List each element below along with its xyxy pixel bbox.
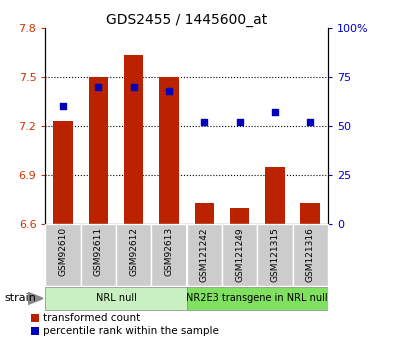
Bar bbox=[230, 208, 249, 224]
Point bbox=[166, 88, 172, 93]
Bar bbox=[81, 224, 116, 286]
Point bbox=[237, 119, 243, 125]
Bar bbox=[88, 77, 108, 224]
Bar bbox=[159, 77, 179, 224]
Polygon shape bbox=[28, 292, 43, 305]
Text: GSM92611: GSM92611 bbox=[94, 227, 103, 276]
Bar bbox=[186, 224, 222, 286]
Title: GDS2455 / 1445600_at: GDS2455 / 1445600_at bbox=[106, 12, 267, 27]
Point bbox=[60, 104, 66, 109]
Text: GSM121316: GSM121316 bbox=[306, 227, 315, 282]
Bar bbox=[195, 203, 214, 224]
Bar bbox=[222, 224, 257, 286]
Text: NR2E3 transgene in NRL null: NR2E3 transgene in NRL null bbox=[186, 294, 328, 303]
Bar bbox=[301, 203, 320, 224]
Text: NRL null: NRL null bbox=[96, 294, 136, 303]
Bar bbox=[116, 224, 151, 286]
Bar bbox=[124, 56, 143, 224]
Bar bbox=[151, 224, 186, 286]
Bar bbox=[265, 167, 285, 224]
Bar bbox=[257, 224, 293, 286]
Point bbox=[130, 84, 137, 89]
Text: GSM92610: GSM92610 bbox=[58, 227, 68, 276]
Text: GSM92612: GSM92612 bbox=[129, 227, 138, 276]
Point bbox=[307, 119, 313, 125]
Point bbox=[95, 84, 102, 89]
Bar bbox=[45, 224, 81, 286]
Bar bbox=[45, 287, 186, 310]
Text: GSM121315: GSM121315 bbox=[271, 227, 279, 282]
Legend: transformed count, percentile rank within the sample: transformed count, percentile rank withi… bbox=[31, 313, 219, 336]
Text: strain: strain bbox=[4, 294, 36, 303]
Text: GSM92613: GSM92613 bbox=[164, 227, 173, 276]
Point bbox=[272, 109, 278, 115]
Text: GSM121242: GSM121242 bbox=[200, 227, 209, 282]
Bar bbox=[293, 224, 328, 286]
Text: GSM121249: GSM121249 bbox=[235, 227, 244, 282]
Bar bbox=[53, 121, 73, 224]
Point bbox=[201, 119, 207, 125]
Bar bbox=[186, 287, 328, 310]
